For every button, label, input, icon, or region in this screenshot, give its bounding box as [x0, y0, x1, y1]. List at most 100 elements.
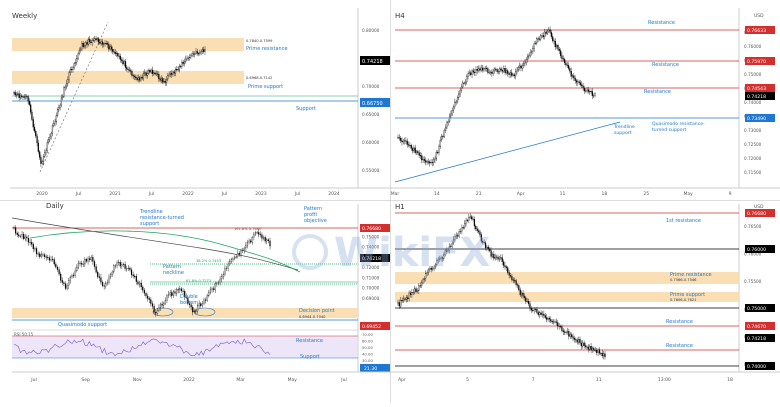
candle-body — [466, 219, 469, 221]
candle-body — [490, 250, 492, 257]
candle-body — [537, 312, 539, 315]
h1-prime-support-zone — [395, 292, 739, 302]
candle-body — [109, 46, 111, 50]
candle-body — [21, 95, 23, 97]
candle-body — [127, 267, 129, 269]
candle-body — [426, 161, 428, 163]
candle-body — [140, 282, 142, 288]
candle-body — [486, 246, 488, 248]
candle-body — [185, 296, 187, 298]
candle-body — [448, 246, 451, 251]
candle-body — [427, 269, 430, 273]
daily-trendline-rt-label-line2: resistance-turned — [140, 215, 184, 221]
candle-body — [413, 147, 415, 151]
candle-body — [50, 258, 52, 261]
candle-body — [459, 90, 461, 95]
candle-body — [574, 77, 576, 81]
candle-body — [192, 307, 194, 313]
candle-body — [458, 93, 460, 98]
daily-trendline-rt-label: Trendline resistance-turned support — [139, 209, 186, 227]
candle-body — [434, 158, 436, 161]
candle-body — [43, 254, 46, 257]
candle-body — [13, 92, 15, 94]
candle-body — [227, 263, 229, 269]
weekly-trendline — [39, 21, 109, 173]
candle-body — [81, 43, 83, 50]
candle-body — [515, 280, 517, 285]
candle-body — [509, 275, 512, 277]
candle-body — [578, 338, 580, 343]
candle-body — [451, 242, 453, 247]
candle-body — [225, 268, 228, 269]
candle-body — [557, 322, 559, 327]
candle-body — [400, 138, 402, 141]
candle-body — [77, 53, 79, 59]
candle-body — [35, 248, 38, 254]
candle-body — [132, 274, 134, 277]
candle-body — [62, 96, 64, 98]
daily-trendline — [11, 217, 299, 271]
x-tick-label: 11 — [560, 191, 566, 197]
candle-body — [144, 72, 146, 74]
x-tick-label: May — [288, 377, 298, 383]
candle-body — [458, 231, 460, 237]
candle-body — [142, 73, 145, 79]
candle-body — [164, 300, 166, 304]
candle-body — [579, 338, 581, 344]
x-tick-label: 2020 — [36, 191, 48, 197]
candle-body — [166, 295, 168, 301]
weekly-zone-upper-text: 0.7840-0.7599 — [246, 39, 273, 43]
candle-body — [446, 122, 448, 128]
candle-body — [103, 43, 105, 45]
y-tick-label: 0.72000 — [362, 265, 380, 270]
daily-candles — [13, 225, 271, 317]
candle-body — [419, 285, 421, 287]
candle-body — [79, 262, 81, 264]
candle-body — [507, 70, 509, 74]
candle-body — [410, 145, 412, 149]
panel-weekly: Weekly 0.7840-0.7599 Prime resistance 0.… — [0, 0, 390, 200]
h1-chart-svg: H1 USD 1st resistance Prime resistance 0… — [389, 199, 780, 403]
candle-body — [563, 59, 566, 64]
candle-body — [173, 71, 175, 74]
weekly-support-price: 0.66750 — [362, 101, 383, 107]
candle-body — [402, 140, 404, 143]
candle-body — [92, 257, 94, 262]
candle-body — [425, 273, 427, 279]
candle-body — [562, 330, 564, 332]
candle-body — [434, 264, 437, 268]
price-tag — [745, 334, 775, 342]
candle-body — [153, 306, 155, 313]
price-tag-text: 0.75970 — [747, 59, 766, 65]
weekly-current-price: 0.74218 — [362, 59, 383, 65]
h4-trendline-label-line1: Trendline — [613, 124, 635, 130]
candle-body — [525, 297, 527, 302]
candle-body — [402, 298, 405, 301]
candle-body — [124, 264, 126, 269]
candle-body — [261, 234, 263, 239]
candle-body — [425, 160, 427, 163]
h4-trendline-label-line2: support — [614, 130, 632, 136]
candle-body — [190, 55, 192, 58]
candle-body — [31, 112, 33, 120]
candle-body — [468, 72, 470, 74]
candle-body — [497, 71, 500, 73]
x-tick-label: 2023 — [255, 191, 267, 197]
candle-body — [119, 56, 121, 60]
candle-body — [461, 227, 463, 232]
candle-body — [590, 91, 592, 93]
candle-body — [404, 298, 406, 300]
candle-body — [573, 338, 576, 340]
candle-body — [464, 81, 467, 84]
candle-body — [83, 45, 86, 47]
candle-body — [135, 276, 137, 282]
candle-body — [37, 253, 39, 255]
candle-body — [452, 106, 455, 111]
candle-body — [414, 288, 416, 293]
x-tick-label: 2024 — [328, 191, 340, 197]
h4-trendline-label: Trendline support — [613, 124, 636, 136]
candle-body — [478, 68, 480, 71]
daily-pattern-profit-label-line1: Pattern — [304, 206, 322, 212]
candle-body — [147, 295, 149, 299]
